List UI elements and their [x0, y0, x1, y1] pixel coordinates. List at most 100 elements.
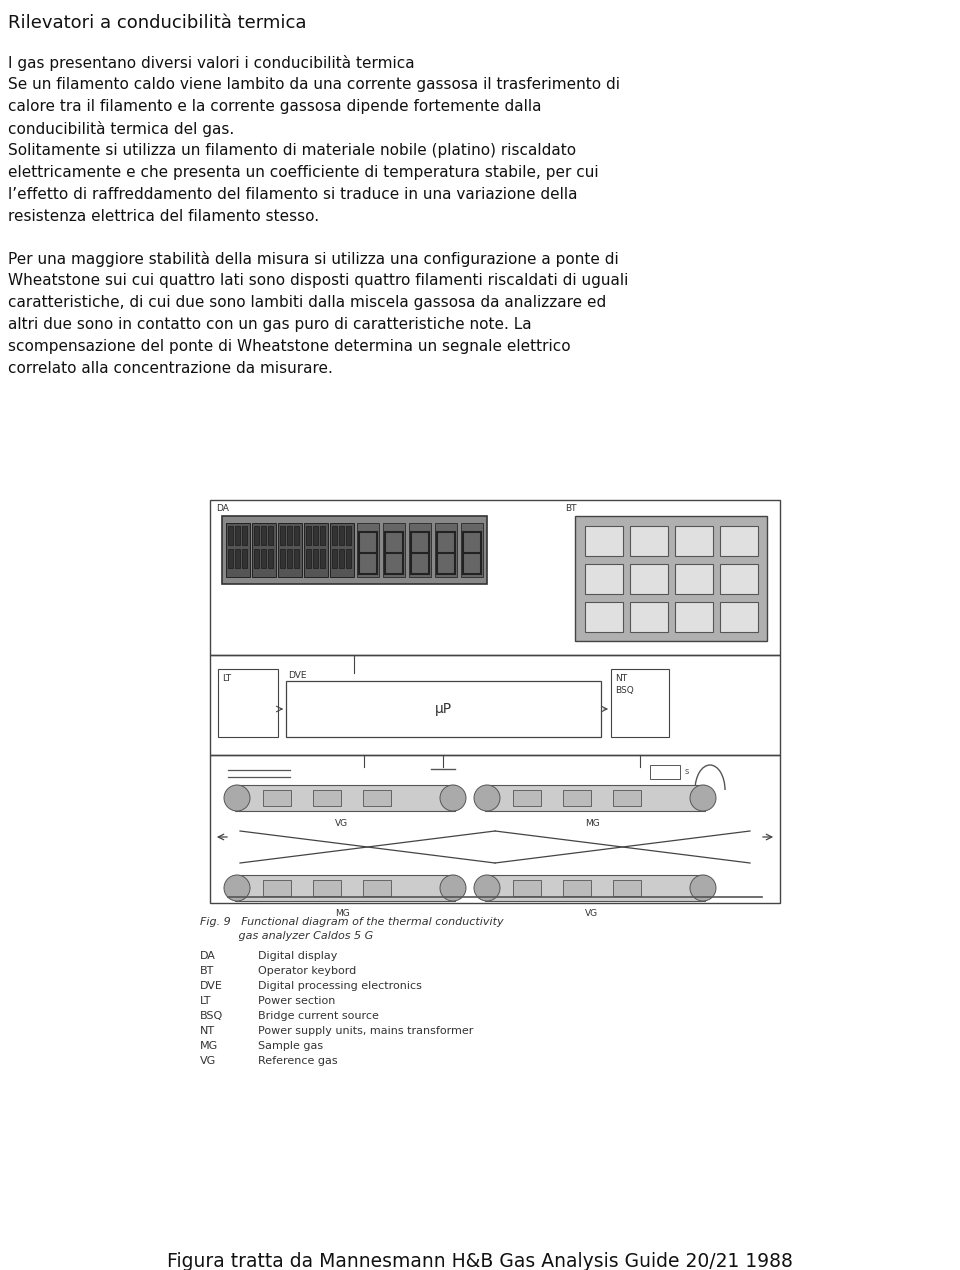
Bar [363, 880, 391, 897]
Bar [332, 526, 337, 545]
Circle shape [474, 785, 500, 812]
Bar [228, 549, 233, 568]
Bar [278, 523, 302, 577]
Text: conducibilità termica del gas.: conducibilità termica del gas. [8, 121, 234, 137]
Bar [261, 549, 266, 568]
Bar [268, 526, 273, 545]
Text: DA: DA [200, 951, 216, 961]
Bar [339, 526, 344, 545]
Bar [210, 655, 780, 754]
Bar [650, 765, 680, 779]
Bar [461, 523, 483, 577]
Bar [287, 549, 292, 568]
Bar [263, 790, 291, 806]
Bar [613, 790, 641, 806]
Bar [268, 549, 273, 568]
Circle shape [440, 785, 466, 812]
Bar [228, 526, 233, 545]
Circle shape [474, 875, 500, 900]
Bar [313, 526, 318, 545]
Text: Rilevatori a conducibilità termica: Rilevatori a conducibilità termica [8, 14, 306, 32]
Circle shape [224, 875, 250, 900]
Bar [346, 549, 351, 568]
Bar [611, 669, 669, 737]
Text: resistenza elettrica del filamento stesso.: resistenza elettrica del filamento stess… [8, 210, 319, 224]
Text: MG: MG [335, 909, 349, 918]
Bar [513, 880, 541, 897]
Text: correlato alla concentrazione da misurare.: correlato alla concentrazione da misurar… [8, 361, 333, 376]
Bar [320, 526, 325, 545]
Bar [306, 526, 311, 545]
Bar [332, 549, 337, 568]
Text: I gas presentano diversi valori i conducibilità termica: I gas presentano diversi valori i conduc… [8, 55, 415, 71]
Text: Bridge current source: Bridge current source [258, 1011, 379, 1021]
Bar [280, 526, 285, 545]
Text: MG: MG [200, 1041, 218, 1052]
Bar [235, 526, 240, 545]
Bar [254, 526, 259, 545]
Bar [409, 523, 431, 577]
Text: BSQ: BSQ [200, 1011, 224, 1021]
Text: Digital display: Digital display [258, 951, 337, 961]
Bar [575, 516, 767, 641]
Text: Power supply units, mains transformer: Power supply units, mains transformer [258, 1026, 473, 1036]
Bar [218, 669, 278, 737]
Text: Fig. 9   Functional diagram of the thermal conductivity: Fig. 9 Functional diagram of the thermal… [200, 917, 504, 927]
Bar [263, 880, 291, 897]
Bar [630, 602, 668, 632]
Text: BT: BT [200, 966, 214, 977]
Text: Digital processing electronics: Digital processing electronics [258, 980, 421, 991]
Bar [242, 549, 247, 568]
Bar [235, 875, 455, 900]
Text: Figura tratta da Mannesmann H&B Gas Analysis Guide 20/21 1988: Figura tratta da Mannesmann H&B Gas Anal… [167, 1252, 793, 1270]
Text: caratteristiche, di cui due sono lambiti dalla miscela gassosa da analizzare ed: caratteristiche, di cui due sono lambiti… [8, 295, 607, 310]
Bar [435, 523, 457, 577]
Bar [339, 549, 344, 568]
Text: NT: NT [615, 674, 627, 683]
Text: DVE: DVE [288, 671, 306, 679]
Circle shape [440, 875, 466, 900]
Bar [261, 526, 266, 545]
Bar [254, 549, 259, 568]
Bar [294, 549, 299, 568]
Text: μP: μP [435, 702, 451, 716]
Bar [720, 564, 758, 594]
Text: Power section: Power section [258, 996, 335, 1006]
Text: s: s [685, 767, 689, 776]
Text: DA: DA [216, 504, 228, 513]
Bar [222, 516, 487, 584]
Text: scompensazione del ponte di Wheatstone determina un segnale elettrico: scompensazione del ponte di Wheatstone d… [8, 339, 570, 354]
Bar [613, 880, 641, 897]
Bar [287, 526, 292, 545]
Text: Wheatstone sui cui quattro lati sono disposti quattro filamenti riscaldati di ug: Wheatstone sui cui quattro lati sono dis… [8, 273, 629, 288]
Text: gas analyzer Caldos 5 G: gas analyzer Caldos 5 G [200, 931, 373, 941]
Bar [226, 523, 250, 577]
Bar [210, 754, 780, 903]
Bar [563, 790, 591, 806]
Text: LT: LT [222, 674, 231, 683]
Bar [675, 602, 713, 632]
Bar [563, 880, 591, 897]
Bar [585, 602, 623, 632]
Bar [675, 526, 713, 556]
Bar [585, 564, 623, 594]
Bar [280, 549, 285, 568]
Bar [330, 523, 354, 577]
Text: BT: BT [565, 504, 577, 513]
Text: elettricamente e che presenta un coefficiente di temperatura stabile, per cui: elettricamente e che presenta un coeffic… [8, 165, 599, 180]
Text: Solitamente si utilizza un filamento di materiale nobile (platino) riscaldato: Solitamente si utilizza un filamento di … [8, 144, 576, 157]
Text: VG: VG [335, 819, 348, 828]
Bar [630, 564, 668, 594]
Bar [306, 549, 311, 568]
Text: altri due sono in contatto con un gas puro di caratteristiche note. La: altri due sono in contatto con un gas pu… [8, 318, 532, 331]
Bar [210, 500, 780, 655]
Bar [235, 549, 240, 568]
Circle shape [690, 875, 716, 900]
Text: l’effetto di raffreddamento del filamento si traduce in una variazione della: l’effetto di raffreddamento del filament… [8, 187, 578, 202]
Text: Se un filamento caldo viene lambito da una corrente gassosa il trasferimento di: Se un filamento caldo viene lambito da u… [8, 77, 620, 91]
Text: MG: MG [585, 819, 600, 828]
Bar [294, 526, 299, 545]
Text: LT: LT [200, 996, 211, 1006]
Bar [313, 549, 318, 568]
Bar [313, 790, 341, 806]
